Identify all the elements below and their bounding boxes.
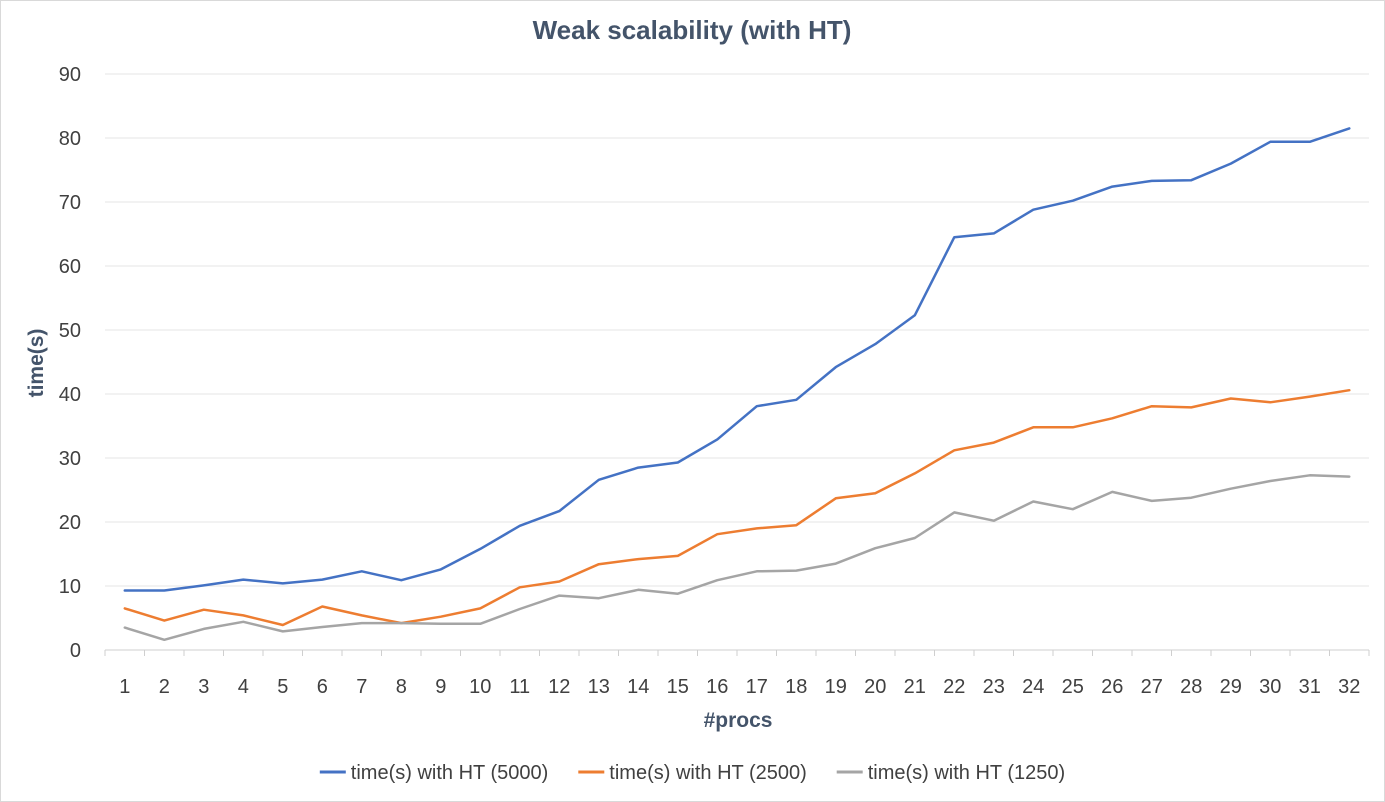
x-tick-label: 22 xyxy=(943,676,965,698)
x-tick-label: 15 xyxy=(667,676,689,698)
x-tick-label: 13 xyxy=(588,676,610,698)
x-tick-label: 17 xyxy=(746,676,768,698)
x-tick-label: 9 xyxy=(435,676,446,698)
legend-label: time(s) with HT (5000) xyxy=(351,762,548,784)
y-tick-label: 30 xyxy=(59,448,81,470)
y-axis-ticks: 0 10 20 30 40 50 60 70 80 90 xyxy=(59,64,81,662)
x-tick-label: 8 xyxy=(396,676,407,698)
y-tick-label: 20 xyxy=(59,512,81,534)
chart-title: Weak scalability (with HT) xyxy=(533,15,852,45)
legend-item-3: time(s) with HT (1250) xyxy=(836,762,1065,784)
x-tick-label: 25 xyxy=(1062,676,1084,698)
x-tick-label: 12 xyxy=(548,676,570,698)
x-tick-label: 1 xyxy=(119,676,130,698)
y-tick-label: 10 xyxy=(59,576,81,598)
x-tick-label: 31 xyxy=(1299,676,1321,698)
x-tick-label: 29 xyxy=(1220,676,1242,698)
x-tick-label: 21 xyxy=(904,676,926,698)
y-tick-label: 0 xyxy=(70,640,81,662)
x-tick-label: 26 xyxy=(1101,676,1123,698)
series-line-1 xyxy=(123,127,1351,592)
y-tick-label: 70 xyxy=(59,192,81,214)
x-tick-label: 20 xyxy=(864,676,886,698)
y-axis-title: time(s) xyxy=(25,329,48,398)
series-lines xyxy=(123,127,1351,642)
x-tick-label: 16 xyxy=(706,676,728,698)
x-tick-label: 4 xyxy=(238,676,249,698)
series-line-2 xyxy=(123,388,1351,627)
x-tick-label: 32 xyxy=(1338,676,1360,698)
axes xyxy=(104,649,1370,656)
legend-item-1: time(s) with HT (5000) xyxy=(319,762,548,784)
x-tick-label: 3 xyxy=(198,676,209,698)
x-tick-label: 27 xyxy=(1141,676,1163,698)
x-tick-label: 23 xyxy=(983,676,1005,698)
x-tick-label: 14 xyxy=(627,676,649,698)
y-tick-label: 90 xyxy=(59,64,81,86)
gridlines xyxy=(105,73,1369,587)
y-tick-label: 80 xyxy=(59,128,81,150)
x-tick-label: 24 xyxy=(1022,676,1044,698)
x-tick-label: 6 xyxy=(317,676,328,698)
x-tick-label: 10 xyxy=(469,676,491,698)
legend: time(s) with HT (5000) time(s) with HT (2… xyxy=(319,762,1065,784)
x-tick-label: 19 xyxy=(825,676,847,698)
x-axis-title: #procs xyxy=(704,709,773,732)
x-tick-label: 5 xyxy=(277,676,288,698)
x-tick-label: 18 xyxy=(785,676,807,698)
y-tick-label: 60 xyxy=(59,256,81,278)
y-tick-label: 40 xyxy=(59,384,81,406)
legend-label: time(s) with HT (1250) xyxy=(868,762,1065,784)
legend-item-2: time(s) with HT (2500) xyxy=(578,762,807,784)
x-tick-label: 30 xyxy=(1259,676,1281,698)
x-tick-label: 2 xyxy=(159,676,170,698)
y-tick-label: 50 xyxy=(59,320,81,342)
x-axis-ticks: 1 2 3 4 5 6 7 8 9 10 11 12 13 14 15 16 17 18 19 20 21 22 23 24 2… xyxy=(119,676,1360,698)
x-tick-label: 7 xyxy=(356,676,367,698)
series-line-3 xyxy=(123,474,1351,642)
legend-label: time(s) with HT (2500) xyxy=(609,762,806,784)
x-tick-label: 11 xyxy=(509,676,530,698)
x-tick-label: 28 xyxy=(1180,676,1202,698)
